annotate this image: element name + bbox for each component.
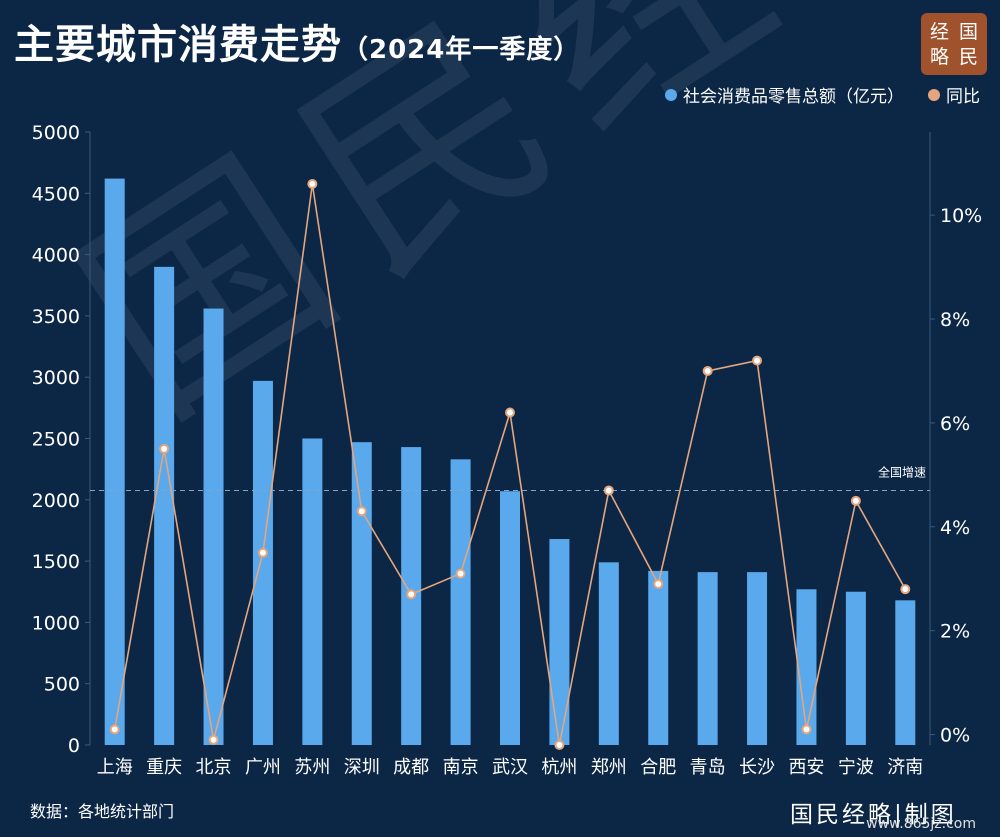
x-tick-label: 济南 <box>887 757 923 778</box>
site-watermark: www.865jz.com <box>866 816 976 832</box>
x-tick-label: 杭州 <box>541 757 577 778</box>
x-tick-label: 西安 <box>788 757 824 778</box>
yoy-point-武汉 <box>505 407 515 418</box>
brand-logo: 经 国 略 民 <box>921 13 987 75</box>
yoy-point-广州 <box>257 547 268 558</box>
right-tick-label: 4% <box>940 517 970 539</box>
right-tick-label: 8% <box>940 309 970 331</box>
x-tick-label: 青岛 <box>690 757 726 778</box>
bar-长沙 <box>747 572 768 745</box>
left-tick-label: 1500 <box>32 551 80 573</box>
legend-swatch-yoy <box>928 88 940 101</box>
x-tick-label: 宁波 <box>838 757 874 778</box>
right-tick-label: 0% <box>940 725 970 747</box>
bar-苏州 <box>302 438 323 745</box>
bar-合肥 <box>648 570 669 745</box>
legend-item-yoy: 同比 <box>928 82 980 107</box>
logo-char: 民 <box>958 45 978 68</box>
x-tick-label: 重庆 <box>146 757 182 778</box>
x-tick-label: 南京 <box>443 757 479 778</box>
yoy-point-长沙 <box>752 355 763 366</box>
reference-line-label: 全国增速 <box>878 464 926 479</box>
x-tick-label: 武汉 <box>492 757 528 778</box>
left-tick-label: 3500 <box>32 306 80 328</box>
legend-label-sales: 社会消费品零售总额（亿元） <box>683 87 904 107</box>
legend-swatch-sales <box>665 88 677 101</box>
yoy-point-成都 <box>406 589 417 600</box>
logo-char: 略 <box>929 45 949 68</box>
chart-title: 主要城市消费走势（2024年一季度） <box>14 12 580 70</box>
title-subtitle: （2024年一季度） <box>342 35 581 65</box>
yoy-point-苏州 <box>307 178 318 189</box>
chart-credit: 国民经略|制图 <box>790 802 957 828</box>
data-source: 数据：各地统计部门 <box>30 802 175 821</box>
x-tick-label: 上海 <box>97 757 133 778</box>
yoy-point-宁波 <box>850 495 861 506</box>
x-tick-label: 长沙 <box>739 757 775 778</box>
yoy-point-合肥 <box>653 578 664 589</box>
bar-广州 <box>252 380 273 745</box>
legend-item-sales: 社会消费品零售总额（亿元） <box>665 82 904 107</box>
bar-西安 <box>796 589 817 745</box>
yoy-point-青岛 <box>702 365 713 376</box>
yoy-point-重庆 <box>159 443 170 454</box>
yoy-point-深圳 <box>356 506 367 517</box>
legend: 社会消费品零售总额（亿元） 同比 <box>665 82 980 107</box>
left-tick-label: 2500 <box>32 429 80 451</box>
left-tick-label: 0 <box>68 735 80 757</box>
left-tick-label: 4500 <box>32 183 80 205</box>
right-tick-label: 10% <box>940 205 982 227</box>
bar-武汉 <box>500 491 520 745</box>
bar-南京 <box>450 459 471 745</box>
bar-济南 <box>895 600 916 745</box>
bar-上海 <box>104 178 125 745</box>
yoy-point-济南 <box>900 584 911 595</box>
yoy-point-上海 <box>109 724 120 735</box>
bar-郑州 <box>598 562 619 745</box>
right-tick-label: 6% <box>940 413 970 435</box>
left-tick-label: 4000 <box>32 245 80 267</box>
left-tick-label: 5000 <box>32 122 80 144</box>
x-tick-label: 郑州 <box>591 757 627 778</box>
left-tick-label: 500 <box>44 674 80 696</box>
bar-杭州 <box>549 539 570 745</box>
left-tick-label: 2000 <box>32 490 80 512</box>
yoy-point-北京 <box>208 734 219 745</box>
bar-北京 <box>203 308 224 745</box>
bar-宁波 <box>845 591 866 745</box>
x-tick-label: 广州 <box>245 757 281 778</box>
x-tick-label: 北京 <box>196 757 232 778</box>
bar-深圳 <box>351 442 372 745</box>
yoy-point-西安 <box>801 724 812 735</box>
x-tick-label: 合肥 <box>640 757 676 778</box>
left-tick-label: 3000 <box>32 367 80 389</box>
title-main: 主要城市消费走势 <box>14 22 342 68</box>
left-tick-label: 1000 <box>32 612 80 634</box>
right-tick-label: 2% <box>940 621 970 643</box>
legend-label-yoy: 同比 <box>946 87 980 107</box>
x-tick-label: 成都 <box>393 757 429 778</box>
yoy-point-杭州 <box>554 740 565 750</box>
logo-char: 国 <box>958 20 978 43</box>
yoy-point-郑州 <box>603 485 614 496</box>
logo-char: 经 <box>929 20 949 43</box>
bar-青岛 <box>697 572 718 745</box>
bar-重庆 <box>154 266 175 745</box>
x-tick-label: 深圳 <box>344 757 380 778</box>
yoy-point-南京 <box>455 568 466 579</box>
x-tick-label: 苏州 <box>294 757 330 778</box>
